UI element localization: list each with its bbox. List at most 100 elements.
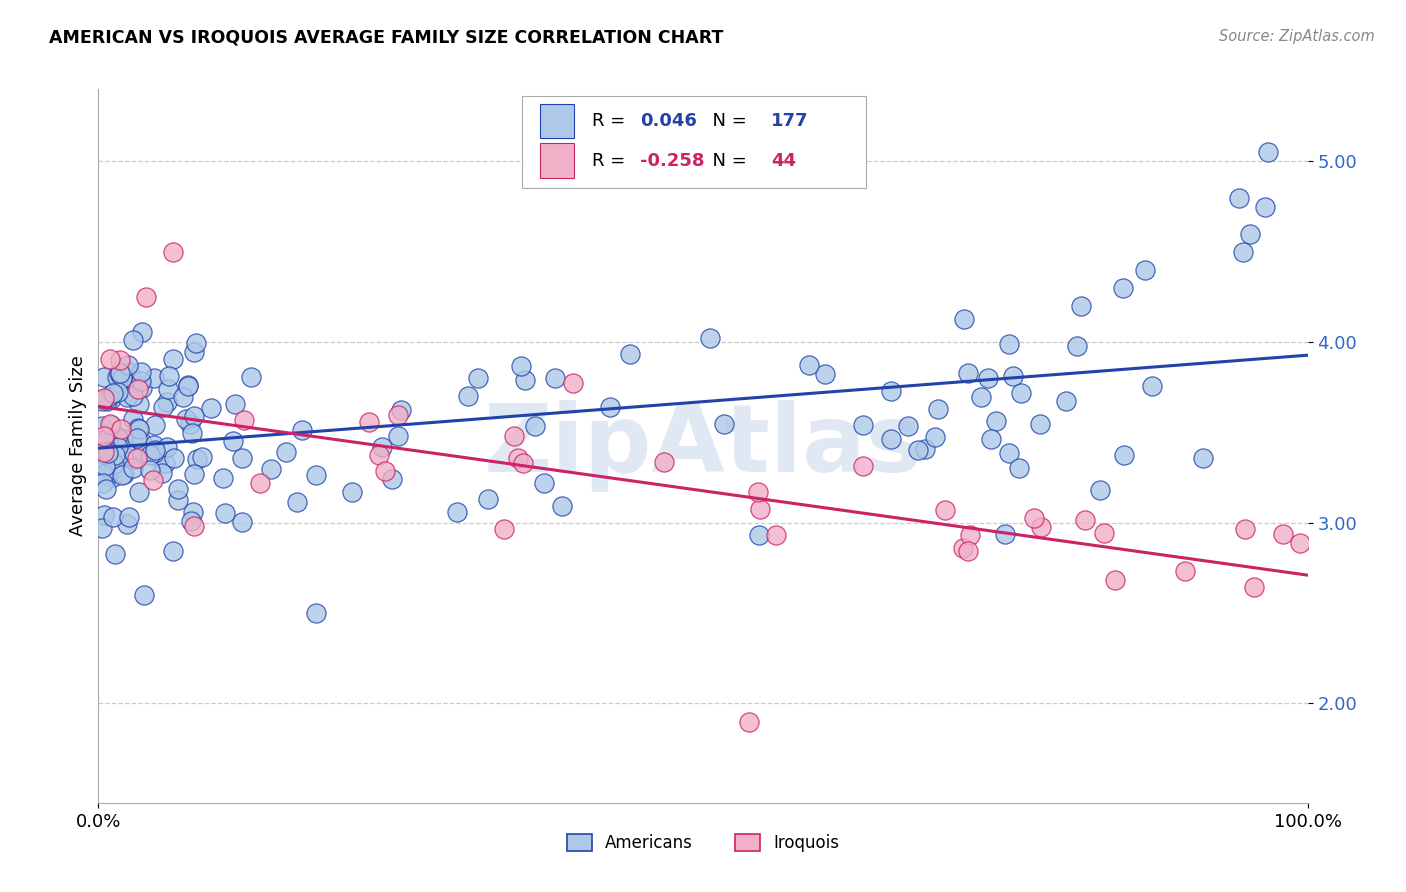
Point [652, 455, 675, 469]
Point [765, 528, 787, 542]
Point [103, 462, 125, 476]
Point [852, 417, 875, 432]
Point [1243, 580, 1265, 594]
Point [186, 452, 208, 467]
FancyBboxPatch shape [540, 104, 574, 138]
Point [108, 353, 131, 368]
Point [177, 378, 200, 392]
Point [124, 377, 146, 392]
Point [387, 408, 409, 422]
Point [276, 445, 298, 459]
Point [180, 514, 202, 528]
FancyBboxPatch shape [540, 144, 574, 178]
Point [305, 467, 328, 482]
Point [1192, 451, 1215, 466]
Point [118, 366, 141, 380]
Point [107, 384, 129, 399]
Point [1112, 281, 1135, 295]
Point [907, 442, 929, 457]
Point [156, 395, 179, 409]
Text: 44: 44 [770, 152, 796, 169]
Point [91, 475, 114, 490]
Point [1074, 513, 1097, 527]
Point [181, 426, 204, 441]
Point [93, 445, 115, 459]
Point [1233, 522, 1256, 536]
Point [128, 422, 150, 436]
Point [101, 509, 124, 524]
Point [994, 527, 1017, 541]
Point [174, 411, 197, 425]
Point [112, 433, 135, 447]
Point [97, 390, 120, 404]
Point [98, 417, 121, 432]
Point [374, 464, 396, 478]
Point [101, 385, 124, 400]
Point [101, 453, 124, 467]
Point [172, 390, 194, 404]
Point [93, 391, 115, 405]
Point [97, 446, 120, 460]
Point [1140, 378, 1163, 392]
Point [1112, 449, 1135, 463]
Point [100, 392, 122, 406]
Point [1174, 565, 1197, 579]
Point [110, 422, 132, 436]
Point [131, 374, 153, 388]
Point [129, 434, 152, 449]
Point [117, 358, 139, 372]
Point [167, 482, 190, 496]
Point [143, 417, 166, 432]
Point [510, 359, 533, 374]
Point [183, 467, 205, 481]
Point [1232, 244, 1254, 259]
Point [127, 421, 149, 435]
Point [799, 359, 821, 373]
Point [200, 401, 222, 415]
Point [232, 413, 254, 427]
Point [125, 431, 148, 445]
Point [477, 491, 499, 506]
Point [128, 484, 150, 499]
FancyBboxPatch shape [522, 96, 866, 187]
Point [118, 510, 141, 524]
Point [952, 541, 974, 556]
Point [142, 474, 165, 488]
Point [231, 515, 253, 529]
Point [550, 499, 572, 513]
Point [91, 521, 114, 535]
Point [91, 392, 114, 406]
Point [249, 476, 271, 491]
Point [157, 368, 180, 383]
Point [103, 457, 125, 471]
Point [91, 419, 114, 434]
Point [291, 423, 314, 437]
Point [1029, 520, 1052, 534]
Point [998, 446, 1021, 460]
Point [91, 442, 114, 456]
Point [93, 440, 115, 454]
Point [91, 437, 114, 451]
Point [370, 440, 392, 454]
Point [212, 471, 235, 485]
Point [1029, 417, 1052, 432]
Point [117, 517, 139, 532]
Point [98, 351, 121, 366]
Point [152, 400, 174, 414]
Point [142, 446, 165, 460]
Point [998, 337, 1021, 351]
Point [512, 456, 534, 470]
Point [162, 543, 184, 558]
Point [131, 381, 153, 395]
Point [1090, 483, 1112, 497]
Text: AMERICAN VS IROQUOIS AVERAGE FAMILY SIZE CORRELATION CHART: AMERICAN VS IROQUOIS AVERAGE FAMILY SIZE… [49, 29, 724, 46]
Point [980, 432, 1002, 446]
Point [533, 475, 555, 490]
Point [239, 370, 262, 384]
Point [135, 290, 157, 304]
Point [513, 373, 536, 387]
Point [162, 244, 184, 259]
Point [107, 440, 129, 454]
Point [260, 462, 283, 476]
Point [143, 371, 166, 385]
